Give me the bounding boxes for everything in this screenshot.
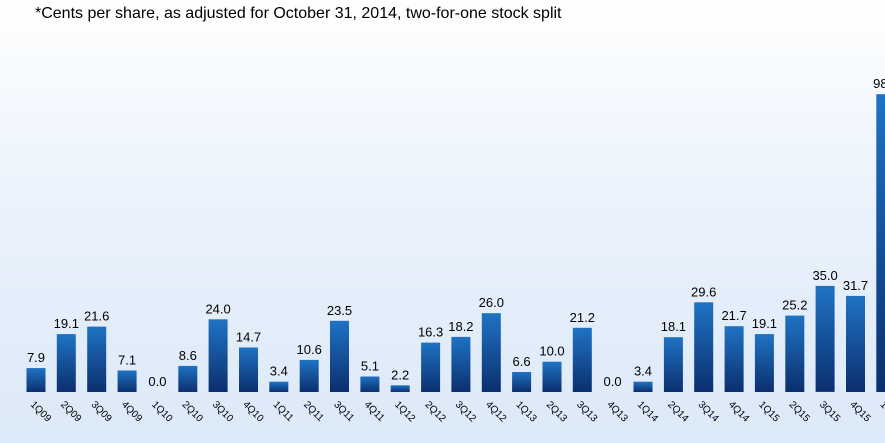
data-label-3Q15: 35.0 (812, 268, 837, 283)
bar-1Q13 (512, 372, 532, 392)
data-label-3Q12: 18.2 (448, 319, 473, 334)
data-label-4Q11: 5.1 (361, 359, 379, 374)
bar-2Q11 (299, 359, 319, 392)
bar-2Q15 (785, 315, 805, 392)
tick-label-1Q10: 1Q10 (149, 399, 174, 424)
data-label-4Q09: 7.1 (118, 353, 136, 368)
bar-3Q14 (694, 302, 714, 392)
data-label-1Q16: 98.3 (873, 76, 885, 91)
tick-label-1Q16: 1Q16 (878, 399, 885, 424)
tick-label-4Q14: 4Q14 (726, 399, 751, 424)
data-label-4Q15: 31.7 (843, 278, 868, 293)
tick-label-2Q12: 2Q12 (422, 399, 447, 424)
bar-2Q10 (178, 365, 198, 392)
bar-1Q12 (390, 385, 410, 392)
data-label-3Q14: 29.6 (691, 284, 716, 299)
tick-label-2Q10: 2Q10 (180, 399, 205, 424)
tick-label-2Q11: 2Q11 (301, 399, 326, 424)
bar-4Q09 (117, 370, 137, 392)
data-label-2Q10: 8.6 (179, 348, 197, 363)
data-label-4Q13: 0.0 (604, 374, 622, 389)
data-label-2Q09: 19.1 (54, 316, 79, 331)
bar-4Q12 (481, 313, 501, 392)
data-label-4Q14: 21.7 (721, 308, 746, 323)
data-label-1Q12: 2.2 (391, 367, 409, 382)
data-label-4Q12: 26.0 (479, 295, 504, 310)
bar-4Q11 (360, 376, 380, 392)
data-label-3Q11: 23.5 (327, 303, 352, 318)
bar-4Q14 (724, 326, 744, 392)
bar-2Q12 (421, 342, 441, 392)
tick-label-1Q13: 1Q13 (513, 399, 538, 424)
tick-label-4Q11: 4Q11 (362, 399, 387, 424)
data-label-1Q10: 0.0 (148, 374, 166, 389)
tick-label-3Q10: 3Q10 (210, 399, 235, 424)
bar-2Q09 (56, 334, 76, 392)
bar-1Q15 (754, 334, 774, 392)
bar-3Q12 (451, 336, 471, 392)
bars-group: 7.9 1Q09 19.1 2Q09 21.6 3Q09 7.1 4Q09 0.0 1Q10 8.6… (26, 76, 885, 425)
bar-1Q16 (876, 94, 885, 392)
tick-label-4Q15: 4Q15 (847, 399, 872, 424)
tick-label-2Q13: 2Q13 (544, 399, 569, 424)
tick-label-4Q10: 4Q10 (240, 399, 265, 424)
bar-4Q15 (846, 295, 865, 392)
tick-label-2Q09: 2Q09 (58, 399, 83, 424)
tick-label-3Q11: 3Q11 (331, 399, 356, 424)
tick-label-4Q09: 4Q09 (119, 399, 144, 424)
data-label-1Q14: 3.4 (634, 364, 652, 379)
tick-label-1Q14: 1Q14 (635, 399, 660, 424)
tick-label-3Q14: 3Q14 (696, 399, 721, 424)
data-label-2Q13: 10.0 (539, 344, 564, 359)
bar-4Q10 (239, 347, 258, 392)
tick-label-2Q15: 2Q15 (787, 399, 812, 424)
bar-3Q13 (572, 327, 592, 392)
bar-3Q11 (330, 320, 349, 392)
data-label-2Q15: 25.2 (782, 298, 807, 313)
bar-2Q14 (663, 337, 683, 392)
data-label-1Q09: 7.9 (27, 350, 45, 365)
tick-label-3Q15: 3Q15 (817, 399, 842, 424)
data-label-1Q11: 3.4 (270, 364, 288, 379)
data-label-1Q15: 19.1 (752, 316, 777, 331)
tick-label-1Q11: 1Q11 (271, 399, 296, 424)
tick-label-1Q15: 1Q15 (756, 399, 781, 424)
chart-note: *Cents per share, as adjusted for Octobe… (35, 5, 562, 22)
bar-1Q09 (26, 368, 46, 392)
data-label-3Q13: 21.2 (570, 310, 595, 325)
tick-label-1Q09: 1Q09 (28, 399, 53, 424)
bar-3Q09 (87, 326, 107, 392)
tick-label-3Q13: 3Q13 (574, 399, 599, 424)
tick-label-3Q12: 3Q12 (453, 399, 478, 424)
bar-3Q10 (208, 319, 228, 392)
tick-label-2Q14: 2Q14 (665, 399, 690, 424)
data-label-3Q10: 24.0 (205, 301, 230, 316)
data-label-2Q12: 16.3 (418, 325, 443, 340)
bar-3Q15 (815, 285, 835, 392)
tick-label-3Q09: 3Q09 (89, 399, 114, 424)
tick-label-4Q13: 4Q13 (604, 399, 629, 424)
data-label-2Q11: 10.6 (297, 342, 322, 357)
bar-1Q14 (633, 381, 653, 392)
data-label-3Q09: 21.6 (84, 309, 109, 324)
bar-2Q13 (542, 361, 562, 392)
data-label-4Q10: 14.7 (236, 330, 261, 345)
tick-label-4Q12: 4Q12 (483, 399, 508, 424)
bar-1Q11 (269, 381, 289, 392)
tick-label-1Q12: 1Q12 (392, 399, 417, 424)
data-label-1Q13: 6.6 (513, 354, 531, 369)
data-label-2Q14: 18.1 (661, 319, 686, 334)
